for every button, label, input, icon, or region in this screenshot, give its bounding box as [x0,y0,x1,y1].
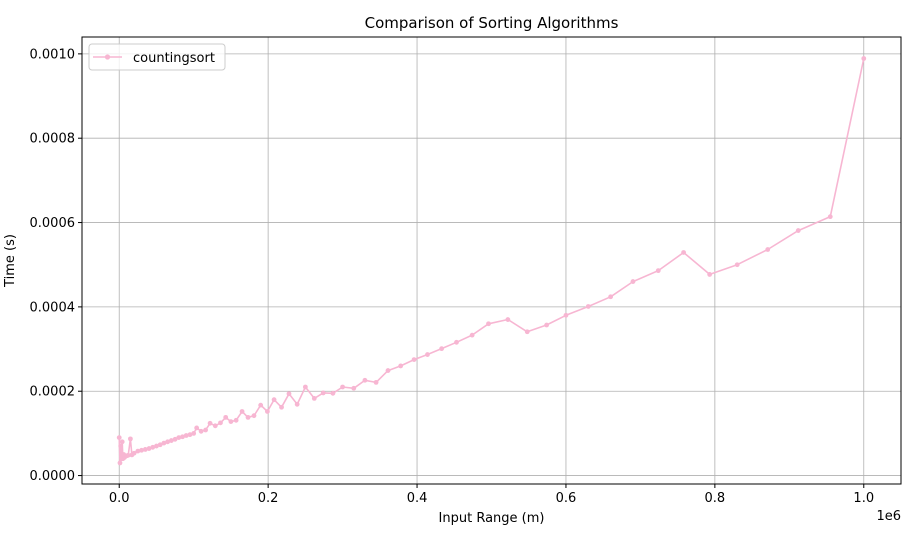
data-point [524,329,530,335]
data-point [251,413,257,419]
data-point [161,440,167,446]
data-point [191,430,197,436]
axis-ticks: 0.0 0.2 0.4 0.6 0.8 1.0 0.0000 0.0002 0.0004 0.00… [30,47,875,506]
data-point [176,435,182,441]
series-line-countingsort [118,58,865,464]
data-point [135,448,141,454]
data-point [311,395,317,401]
y-tick-label: 0.0010 [30,47,76,62]
data-point [655,268,661,274]
y-axis-title: Time (s) [3,234,18,288]
data-point [373,379,379,385]
data-point [425,352,430,357]
y-tick-label: 0.0004 [30,300,76,315]
data-point [218,420,223,426]
data-point [233,417,239,423]
chart-title: Comparison of Sorting Algorithms [365,14,619,32]
data-point [258,402,264,408]
data-point [505,317,511,322]
data-point [398,363,404,369]
legend: countingsort [88,43,226,71]
data-point [139,447,144,453]
data-point [563,312,569,318]
data-point [228,419,234,424]
data-point [454,339,459,345]
x-axis-offset-label: 1e6 [876,509,901,524]
data-point [239,409,245,414]
legend-box [88,43,226,71]
data-point [608,294,614,300]
x-tick-label: 0.4 [407,491,428,506]
data-point [194,425,200,431]
data-point [271,397,277,403]
y-tick-label: 0.0002 [30,385,76,400]
data-point [320,390,326,396]
x-tick-label: 0.0 [109,491,130,506]
data-point [279,404,284,410]
data-point [469,332,475,338]
data-point [411,357,417,362]
data-point [245,414,251,420]
data-point [734,262,740,268]
data-point [203,427,208,433]
data-point [157,442,163,448]
data-point [330,390,336,396]
data-point [681,250,686,255]
data-point [765,247,771,252]
data-point [117,460,123,466]
data-point [172,436,178,442]
data-point [142,447,148,452]
data-point [544,322,549,328]
data-point [630,279,636,284]
grid-lines [82,37,901,484]
data-point [385,368,391,373]
data-point [223,414,229,420]
data-point [154,443,159,449]
data-point [486,321,491,327]
y-tick-label: 0.0006 [30,216,76,231]
data-point [362,377,368,383]
data-point [207,420,213,426]
x-tick-label: 0.8 [705,491,726,506]
data-point [585,304,591,309]
data-point [212,423,218,429]
data-point [340,384,345,390]
x-tick-label: 0.2 [258,491,279,506]
data-point [294,401,300,407]
data-point [168,438,174,443]
data-point [187,432,193,438]
data-point [861,56,867,61]
data-point [116,435,122,441]
data-point [146,446,152,451]
data-point [264,409,270,414]
legend-series-label: countingsort [133,51,215,66]
data-point [180,434,185,440]
data-point [150,444,156,450]
y-tick-label: 0.0008 [30,132,76,147]
data-point [127,436,133,442]
x-tick-label: 1.0 [853,491,874,506]
data-point [131,450,137,456]
data-point [302,384,308,390]
x-axis-title: Input Range (m) [439,511,545,526]
data-point [439,346,445,352]
data-point [286,391,292,397]
data-point [198,428,204,434]
data-point [165,439,171,445]
data-point [351,385,357,391]
x-tick-label: 0.6 [556,491,577,506]
plot-frame [81,36,902,485]
data-point [795,228,801,233]
series-layer [116,56,867,466]
legend-series-marker [104,54,111,60]
data-point [118,443,124,449]
data-point [119,439,125,445]
y-tick-label: 0.0000 [30,469,76,484]
data-point [125,452,131,458]
data-point [707,272,713,277]
data-point [827,214,833,220]
data-point [183,433,189,438]
